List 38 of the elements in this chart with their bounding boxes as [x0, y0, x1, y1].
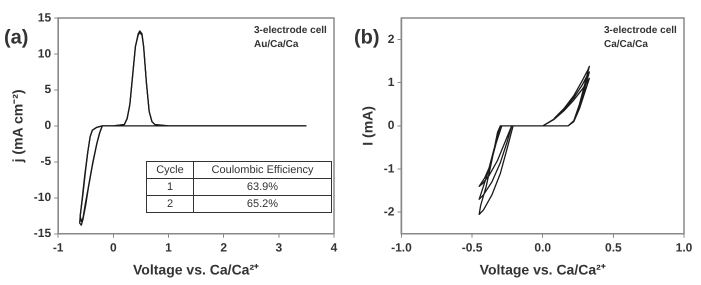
x-tick-label: 1: [165, 240, 172, 254]
y-tick-label: 15: [38, 10, 52, 24]
annotation: Cycle: [146, 162, 194, 178]
y-axis-title: I (mA): [359, 106, 376, 146]
x-tick-label: 2: [220, 240, 228, 254]
x-tick-label: -1.0: [391, 240, 412, 254]
text: (a): [4, 26, 28, 49]
x-tick-label: 4: [330, 240, 338, 254]
y-tick-label: 1: [388, 75, 395, 90]
x-tick-label: 0.0: [534, 240, 552, 254]
y-tick-label: -15: [34, 226, 52, 240]
annotation: Ca/Ca/Ca: [604, 38, 648, 50]
annotation: 63.9%: [194, 178, 332, 196]
y-tick-label: -5: [40, 154, 52, 168]
annotation: Coulombic Efficiency: [194, 162, 332, 178]
x-tick-label: 3: [275, 240, 282, 254]
y-tick-label: -2: [384, 204, 395, 219]
x-tick-label: -0.5: [462, 240, 483, 254]
y-tick-label: 2: [388, 32, 395, 46]
x-axis-title: Voltage vs. Ca/Ca²⁺: [480, 261, 606, 278]
x-tick-label: 0.5: [605, 240, 622, 254]
y-tick-label: -1: [384, 161, 395, 176]
y-tick-label: 0: [44, 118, 52, 132]
annotation: 65.2%: [194, 196, 332, 212]
annotation: 2: [146, 196, 194, 212]
x-tick-label: 1.0: [676, 240, 693, 254]
annotation: 1: [146, 178, 194, 196]
annotation: 3-electrode cell: [604, 24, 678, 36]
annotation: Au/Ca/Ca: [254, 38, 299, 50]
y-tick-label: 0: [388, 118, 395, 132]
x-axis-title: Voltage vs. Ca/Ca²⁺: [133, 261, 260, 278]
y-tick-label: -10: [34, 190, 52, 204]
y-axis-title: j (mA cm⁻²): [9, 89, 26, 164]
text: (b): [354, 26, 380, 49]
annotation: 3-electrode cell: [254, 24, 328, 36]
y-tick-label: 5: [44, 82, 52, 96]
y-tick-label: 10: [38, 46, 52, 60]
x-tick-label: 0: [110, 240, 117, 254]
